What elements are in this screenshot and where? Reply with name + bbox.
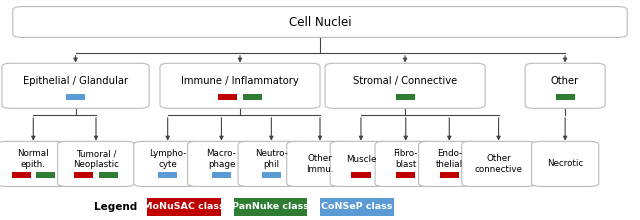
Text: Normal
epith.: Normal epith. [17,149,49,169]
FancyBboxPatch shape [12,172,31,178]
FancyBboxPatch shape [158,172,177,178]
FancyBboxPatch shape [218,94,237,100]
Text: Fibro-
blast: Fibro- blast [394,149,418,169]
Text: Legend: Legend [94,202,138,212]
FancyBboxPatch shape [58,141,134,186]
FancyBboxPatch shape [556,94,575,100]
Text: Other
connective: Other connective [475,154,522,174]
FancyBboxPatch shape [531,141,599,186]
FancyBboxPatch shape [287,141,353,186]
Text: CoNSeP class: CoNSeP class [321,202,392,211]
FancyBboxPatch shape [99,172,118,178]
FancyBboxPatch shape [396,94,415,100]
Text: PanNuke class: PanNuke class [232,202,309,211]
Text: Other: Other [551,76,579,86]
Text: Endo-
thelial: Endo- thelial [436,149,463,169]
FancyBboxPatch shape [74,172,93,178]
FancyBboxPatch shape [525,63,605,108]
FancyBboxPatch shape [351,172,371,178]
Text: Cell Nuclei: Cell Nuclei [289,15,351,29]
FancyBboxPatch shape [396,172,415,178]
FancyBboxPatch shape [2,63,149,108]
FancyBboxPatch shape [462,141,535,186]
Text: Lympho-
cyte: Lympho- cyte [149,149,186,169]
FancyBboxPatch shape [188,141,255,186]
FancyBboxPatch shape [160,63,320,108]
FancyBboxPatch shape [0,141,69,186]
FancyBboxPatch shape [234,198,307,216]
Text: Tumoral /
Neoplastic: Tumoral / Neoplastic [73,149,119,169]
FancyBboxPatch shape [320,198,394,216]
Text: MoNuSAC class: MoNuSAC class [143,202,225,211]
Text: Muscle: Muscle [346,155,376,163]
Text: Stromal / Connective: Stromal / Connective [353,76,457,86]
FancyBboxPatch shape [440,172,459,178]
Text: Necrotic: Necrotic [547,160,583,168]
Text: Other
Immu.: Other Immu. [307,154,333,174]
FancyBboxPatch shape [262,172,281,178]
FancyBboxPatch shape [243,94,262,100]
Text: Macro-
phage: Macro- phage [207,149,236,169]
FancyBboxPatch shape [147,198,221,216]
Text: Epithelial / Glandular: Epithelial / Glandular [23,76,128,86]
Text: Neutro-
phil: Neutro- phil [255,149,288,169]
FancyBboxPatch shape [238,141,305,186]
FancyBboxPatch shape [330,141,392,186]
FancyBboxPatch shape [375,141,436,186]
FancyBboxPatch shape [419,141,480,186]
FancyBboxPatch shape [134,141,202,186]
FancyBboxPatch shape [36,172,55,178]
FancyBboxPatch shape [212,172,231,178]
FancyBboxPatch shape [13,7,627,37]
FancyBboxPatch shape [66,94,85,100]
FancyBboxPatch shape [325,63,485,108]
Text: Immune / Inflammatory: Immune / Inflammatory [181,76,299,86]
